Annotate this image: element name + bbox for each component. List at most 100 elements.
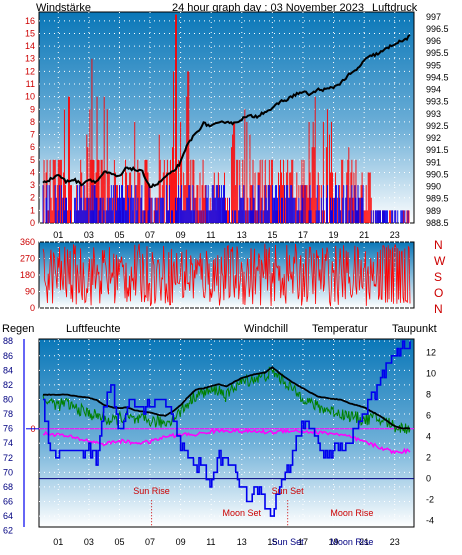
time-tick-label: 17 xyxy=(298,230,308,240)
temperature-tick-label: 12 xyxy=(426,348,436,358)
temperature-tick-label: 4 xyxy=(426,432,431,442)
wind-tick-label: 8 xyxy=(30,117,35,127)
wind-tick-label: 0 xyxy=(30,218,35,228)
wind-tick-label: 15 xyxy=(25,28,35,38)
pressure-tick-label: 995.5 xyxy=(426,48,449,58)
legend-temperature: Temperatur xyxy=(312,323,368,335)
time-tick-label: 21 xyxy=(359,230,369,240)
pressure-tick-label: 993.5 xyxy=(426,97,449,107)
time-tick-label: 09 xyxy=(176,537,186,547)
humidity-tick-label: 68 xyxy=(3,482,13,492)
humidity-tick-label: 86 xyxy=(3,351,13,361)
direction-compass-label: N xyxy=(434,302,443,316)
wind-tick-label: 2 xyxy=(30,193,35,203)
pressure-tick-label: 988.5 xyxy=(426,218,449,228)
time-tick-label: 17 xyxy=(298,537,308,547)
wind-tick-label: 14 xyxy=(25,41,35,51)
pressure-tick-label: 992.5 xyxy=(426,121,449,131)
humidity-tick-label: 66 xyxy=(3,496,13,506)
legend-humidity: Luftfeuchte xyxy=(66,323,120,335)
astro-bottom-label: Sun Set xyxy=(272,537,305,547)
direction-tick-label: 360 xyxy=(20,237,35,247)
temperature-tick-label: 10 xyxy=(426,369,436,379)
pressure-tick-label: 992 xyxy=(426,133,441,143)
time-tick-label: 05 xyxy=(114,230,124,240)
pressure-tick-label: 995 xyxy=(426,60,441,70)
temperature-tick-label: 8 xyxy=(426,390,431,400)
pressure-tick-label: 996.5 xyxy=(426,24,449,34)
humidity-tick-label: 62 xyxy=(3,526,13,536)
humidity-tick-label: 76 xyxy=(3,424,13,434)
direction-tick-label: 270 xyxy=(20,254,35,264)
wind-direction-series xyxy=(42,243,411,307)
time-tick-label: 03 xyxy=(84,537,94,547)
pressure-tick-label: 993 xyxy=(426,109,441,119)
time-tick-label: 07 xyxy=(145,537,155,547)
gust-bars xyxy=(42,185,409,223)
temp-humidity-plot-area xyxy=(38,338,415,528)
wind-tick-label: 4 xyxy=(30,167,35,177)
direction-tick-label: 90 xyxy=(25,287,35,297)
time-tick-label: 13 xyxy=(237,537,247,547)
pressure-series xyxy=(42,34,411,189)
temperature-line xyxy=(42,366,410,430)
time-tick-label: 11 xyxy=(206,537,215,547)
pressure-tick-label: 991 xyxy=(426,157,441,167)
wind-tick-label: 9 xyxy=(30,104,35,114)
temperature-tick-label: 6 xyxy=(426,411,431,421)
humidity-tick-label: 72 xyxy=(3,453,13,463)
temperature-tick-label: -2 xyxy=(426,495,434,505)
direction-tick-label: 0 xyxy=(30,303,35,313)
pressure-tick-label: 990.5 xyxy=(426,169,449,179)
pressure-axis-title: Luftdruck xyxy=(372,2,418,14)
pressure-tick-label: 996 xyxy=(426,36,441,46)
astro-annotation: Moon Rise xyxy=(330,508,373,518)
time-tick-label: 09 xyxy=(176,230,186,240)
chart-title: 24 hour graph day : 03 November 2023 xyxy=(172,2,364,14)
direction-tick-label: 180 xyxy=(20,270,35,280)
wind-tick-label: 5 xyxy=(30,155,35,165)
temperature-tick-label: 2 xyxy=(426,453,431,463)
temperature-tick-label: 0 xyxy=(426,474,431,484)
temperature-tick-label: -4 xyxy=(426,516,434,526)
time-tick-label: 21 xyxy=(359,537,369,547)
humidity-tick-label: 88 xyxy=(3,336,13,346)
dewpoint-line xyxy=(42,428,411,455)
humidity-tick-label: 78 xyxy=(3,409,13,419)
time-tick-label: 11 xyxy=(206,230,215,240)
legend-rain: Regen xyxy=(2,323,34,335)
direction-compass-label: S xyxy=(434,270,442,284)
pressure-tick-label: 997 xyxy=(426,12,441,22)
wind-tick-label: 11 xyxy=(26,79,35,89)
wind-tick-label: 12 xyxy=(25,66,35,76)
humidity-tick-label: 80 xyxy=(3,394,13,404)
pressure-tick-label: 990 xyxy=(426,182,441,192)
time-tick-label: 15 xyxy=(267,537,277,547)
astro-bottom-label: Moon Rise xyxy=(330,537,373,547)
direction-compass-label: N xyxy=(434,238,443,252)
humidity-line xyxy=(43,340,411,517)
wind-direction-line xyxy=(42,243,411,307)
time-tick-label: 23 xyxy=(390,230,400,240)
axis-labels: 012345678910111213141516988.5989989.5990… xyxy=(3,12,449,547)
time-tick-label: 07 xyxy=(145,230,155,240)
pressure-tick-label: 989.5 xyxy=(426,194,449,204)
time-tick-label: 03 xyxy=(84,230,94,240)
wind-tick-label: 1 xyxy=(30,205,35,215)
pressure-line xyxy=(42,34,411,189)
wind-tick-label: 3 xyxy=(30,180,35,190)
humidity-tick-label: 82 xyxy=(3,380,13,390)
wind-tick-label: 10 xyxy=(25,92,35,102)
pressure-tick-label: 994 xyxy=(426,85,441,95)
astro-annotation: Sun Rise xyxy=(133,486,170,496)
time-tick-label: 15 xyxy=(267,230,277,240)
time-tick-label: 19 xyxy=(329,537,339,547)
astro-annotation: Sun Set xyxy=(272,486,305,496)
temperature-series-group xyxy=(42,340,411,517)
wind-tick-label: 13 xyxy=(25,54,35,64)
pressure-tick-label: 991.5 xyxy=(426,145,449,155)
time-tick-label: 13 xyxy=(237,230,247,240)
wind-tick-label: 6 xyxy=(30,142,35,152)
pressure-tick-label: 994.5 xyxy=(426,72,449,82)
